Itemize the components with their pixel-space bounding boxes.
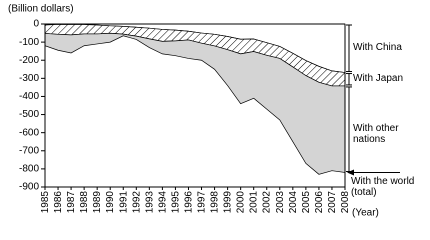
x-tick-label: 1997 [197,191,208,214]
x-tick-label: 1996 [183,191,194,214]
x-tick-label: 1992 [131,191,142,214]
y-tick-label: -600 [19,127,39,138]
y-tick-label: -500 [19,109,39,120]
x-tick-label: 1986 [53,191,64,214]
series-label: With other nations [353,123,423,146]
x-tick-label: 1987 [66,191,77,214]
series-label: With China [353,42,430,54]
annotation: With the world (total) [351,175,430,198]
x-tick-label: 1988 [79,191,90,214]
x-tick-label: 2005 [301,191,312,214]
y-tick-label: -900 [19,182,39,193]
x-tick-label: 2007 [327,191,338,214]
y-tick-label: -700 [19,145,39,156]
x-tick-label: 1994 [157,191,168,214]
x-tick-label: 2002 [262,191,273,214]
x-tick-label: 1999 [223,191,234,214]
x-tick-label: 1989 [92,191,103,214]
x-tick-label: 1985 [40,191,51,214]
x-tick-label: 1993 [144,191,155,214]
y-tick-label: -300 [19,73,39,84]
x-tick-label: 1995 [170,191,181,214]
x-tick-label: 1998 [210,191,221,214]
x-tick-label: 1991 [118,191,129,214]
x-axis-label: (Year) [352,208,379,219]
x-tick-label: 2008 [340,191,351,214]
x-tick-label: 2000 [236,191,247,214]
chart: (Billion dollars) (Year) 0 -100 -200 -300 -4… [8,3,430,219]
y-tick-label: -800 [19,164,39,175]
x-tick-label: 1990 [105,191,116,214]
x-tick-label: 2001 [249,191,260,214]
series-label: With Japan [353,73,430,85]
y-tick-label: 0 [33,19,39,30]
x-tick-label: 2003 [275,191,286,214]
total-arrowhead [347,169,354,176]
y-tick-label: -200 [19,55,39,66]
x-tick-label: 2004 [288,191,299,214]
y-tick-label: -400 [19,91,39,102]
y-axis-label: (Billion dollars) [8,4,74,15]
x-tick-label: 2006 [314,191,325,214]
y-tick-label: -100 [19,37,39,48]
chart-canvas: (Billion dollars) (Year) 0 -100 -200 -300 -4… [8,4,400,219]
